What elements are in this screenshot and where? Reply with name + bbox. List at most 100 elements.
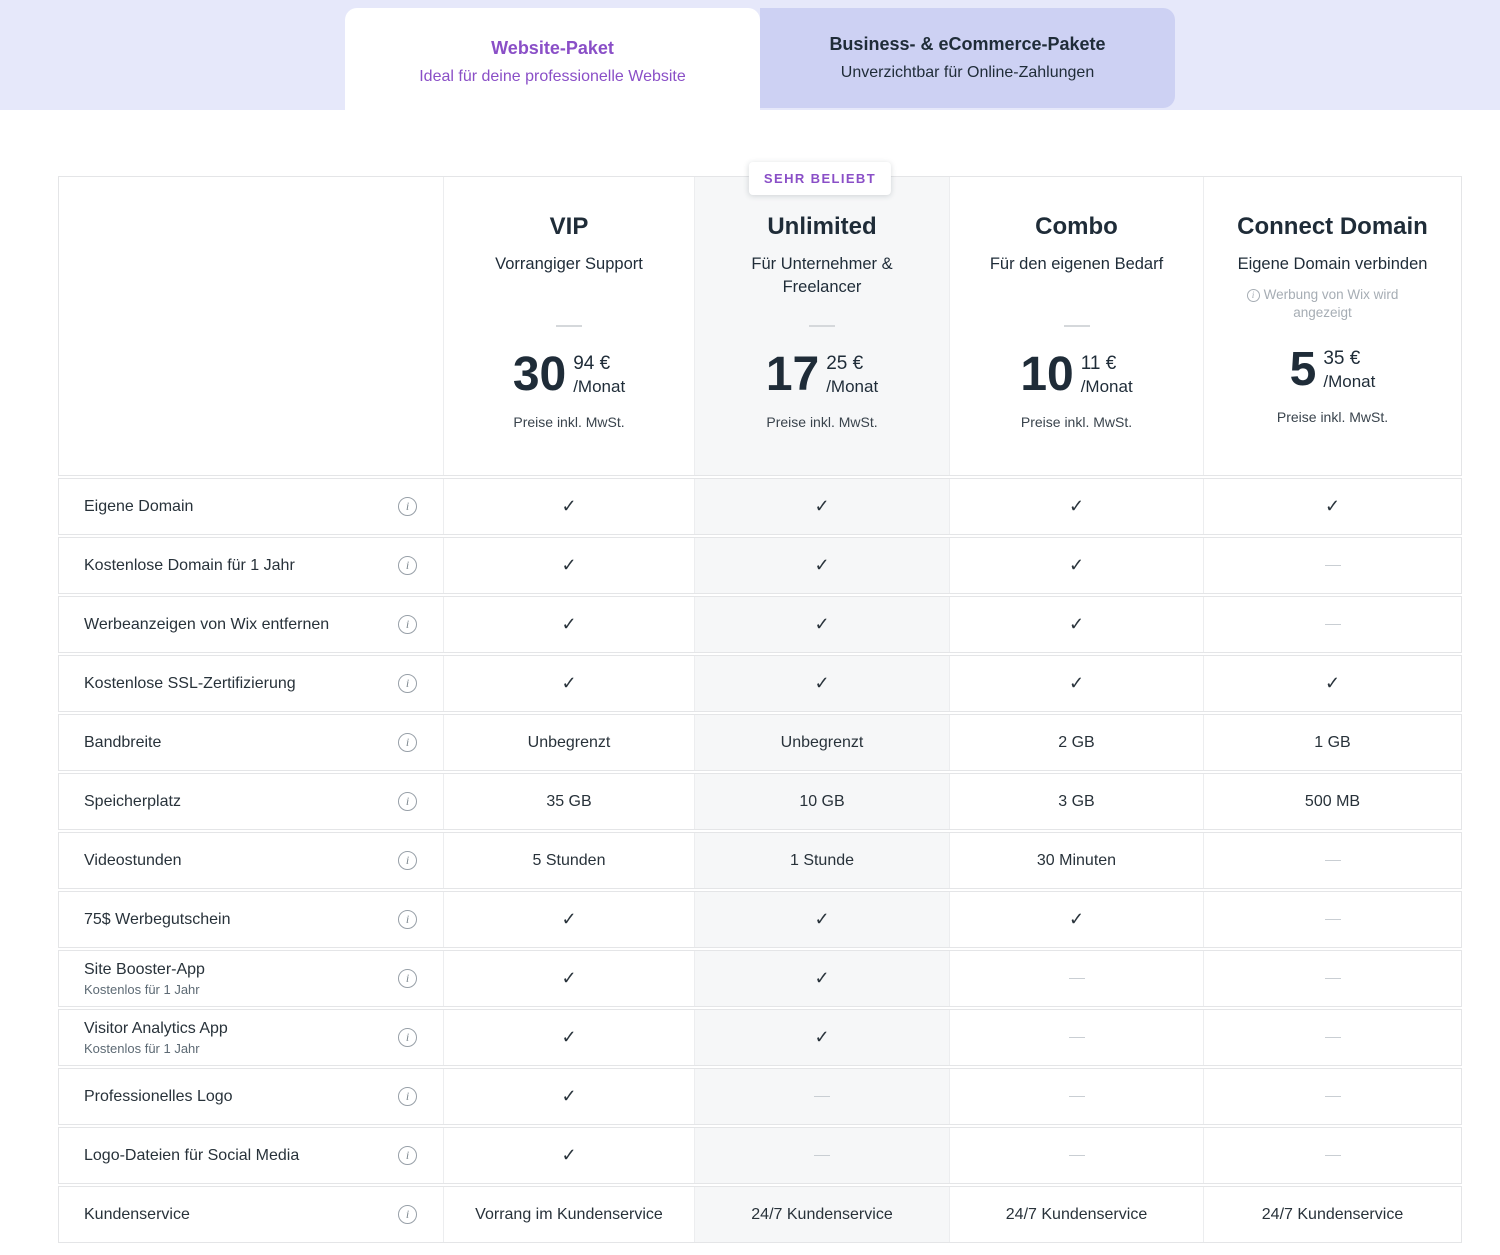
tab-title: Website-Paket	[491, 37, 614, 58]
dash-icon	[814, 1096, 830, 1097]
check-icon: ✓	[561, 673, 577, 693]
feature-value-cell: ✓	[949, 597, 1203, 652]
vat-note: Preise inkl. MwSt.	[1276, 409, 1389, 425]
price-amount: 5	[1289, 343, 1317, 396]
check-icon: ✓	[1068, 555, 1085, 575]
pricing-table: VIP Vorrangiger Support 30 94 € /Monat Preise…	[58, 176, 1462, 1243]
feature-value-cell: ✓	[694, 1010, 949, 1065]
check-icon: ✓	[1068, 496, 1085, 516]
feature-row-eigene-domain: Eigene Domain i ✓ ✓ ✓ ✓	[58, 478, 1462, 535]
feature-sublabel: Kostenlos für 1 Jahr	[84, 1040, 200, 1056]
info-icon[interactable]: i	[398, 1146, 417, 1165]
plan-header-vip: VIP Vorrangiger Support 30 94 € /Monat Preise…	[443, 177, 694, 475]
feature-label: Eigene Domain	[84, 497, 194, 515]
feature-value-text: 5 Stunden	[532, 851, 606, 869]
feature-label-cell: Eigene Domain i	[59, 479, 443, 534]
plan-subtitle: Für Unternehmer & Freelancer	[717, 253, 927, 305]
feature-label: Professionelles Logo	[84, 1087, 233, 1105]
feature-label-cell: Kostenlose Domain für 1 Jahr i	[59, 538, 443, 593]
feature-label-cell: Kundenservice i	[59, 1187, 443, 1242]
info-icon[interactable]: i	[398, 1028, 417, 1047]
popular-badge: SEHR BELIEBT	[748, 162, 892, 195]
header-divider	[556, 325, 582, 327]
feature-value-cell: ✓	[443, 892, 694, 947]
feature-value-cell: ✓	[1203, 656, 1461, 711]
plan-subtitle-text: Für Unternehmer & Freelancer	[751, 255, 893, 296]
check-icon: ✓	[814, 1027, 830, 1047]
dash-icon	[1324, 1037, 1341, 1038]
feature-value-cell: ✓	[949, 538, 1203, 593]
feature-value-cell: ✓	[949, 892, 1203, 947]
plan-subtitle-text: Eigene Domain verbinden	[1237, 255, 1428, 273]
feature-value-cell: ✓	[443, 951, 694, 1006]
price-period: /Monat	[1080, 377, 1133, 396]
dash-icon	[1324, 978, 1341, 979]
feature-row-professionelles-logo: Professionelles Logo i ✓	[58, 1068, 1462, 1125]
feature-label: Kundenservice	[84, 1205, 190, 1223]
check-icon: ✓	[1068, 909, 1085, 929]
plan-price: 5 35 € /Monat	[1289, 343, 1376, 396]
check-icon: ✓	[561, 496, 577, 516]
info-icon[interactable]: i	[398, 792, 417, 811]
check-icon: ✓	[1324, 673, 1341, 693]
check-icon: ✓	[561, 1145, 577, 1165]
dash-icon	[1068, 1096, 1085, 1097]
feature-value-cell: Unbegrenzt	[443, 715, 694, 770]
plan-price: 17 25 € /Monat	[765, 348, 878, 401]
dash-icon	[1068, 1155, 1085, 1156]
feature-value-cell: 24/7 Kundenservice	[1203, 1187, 1461, 1242]
feature-sublabel: Kostenlos für 1 Jahr	[84, 981, 200, 997]
tab-business-ecommerce[interactable]: Business- & eCommerce-Pakete Unverzichtb…	[760, 8, 1175, 108]
feature-value-cell: 30 Minuten	[949, 833, 1203, 888]
feature-label-cell: Videostunden i	[59, 833, 443, 888]
feature-value-text: 10 GB	[799, 792, 845, 810]
info-icon[interactable]: i	[398, 497, 417, 516]
check-icon: ✓	[814, 968, 830, 988]
plan-header-row: VIP Vorrangiger Support 30 94 € /Monat Preise…	[58, 176, 1462, 476]
info-icon[interactable]: i	[398, 556, 417, 575]
info-icon[interactable]: i	[398, 1087, 417, 1106]
feature-value-cell	[694, 1128, 949, 1183]
check-icon: ✓	[561, 1027, 577, 1047]
info-icon[interactable]: i	[398, 674, 417, 693]
plan-ad-note: i Werbung von Wix wird angezeigt	[1228, 286, 1418, 322]
tab-title: Business- & eCommerce-Pakete	[829, 34, 1106, 54]
feature-row-bandbreite: Bandbreite i Unbegrenzt Unbegrenzt 2 GB 1 GB	[58, 714, 1462, 771]
header-divider	[809, 325, 835, 327]
feature-label-cell: Werbeanzeigen von Wix entfernen i	[59, 597, 443, 652]
feature-label: Logo-Dateien für Social Media	[84, 1146, 300, 1164]
feature-value-text: 3 GB	[1058, 792, 1095, 810]
check-icon: ✓	[814, 614, 830, 634]
feature-value-cell	[1203, 951, 1461, 1006]
price-amount: 17	[765, 348, 820, 401]
info-icon[interactable]: i	[398, 851, 417, 870]
info-icon[interactable]: i	[398, 910, 417, 929]
feature-label: Kostenlose SSL-Zertifizierung	[84, 674, 296, 692]
feature-value-cell: ✓	[443, 597, 694, 652]
feature-value-cell: ✓	[443, 1128, 694, 1183]
feature-label: Site Booster-App	[84, 960, 205, 978]
feature-value-cell	[1203, 892, 1461, 947]
feature-value-cell	[1203, 1128, 1461, 1183]
dash-icon	[814, 1155, 830, 1156]
feature-label: Visitor Analytics App	[84, 1019, 228, 1037]
check-icon: ✓	[814, 909, 830, 929]
feature-value-text: 24/7 Kundenservice	[1261, 1205, 1404, 1223]
info-icon[interactable]: i	[398, 1205, 417, 1224]
dash-icon	[1324, 1096, 1341, 1097]
plan-header-combo: Combo Für den eigenen Bedarf 10 11 € /Monat P…	[949, 177, 1203, 475]
feature-label: Werbeanzeigen von Wix entfernen	[84, 615, 330, 633]
feature-value-cell: ✓	[1203, 479, 1461, 534]
feature-value-cell: ✓	[443, 538, 694, 593]
feature-value-cell: 1 GB	[1203, 715, 1461, 770]
info-icon[interactable]: i	[398, 969, 417, 988]
plan-header-unlimited: Unlimited Für Unternehmer & Freelancer 17 2…	[694, 177, 949, 475]
feature-value-cell	[1203, 538, 1461, 593]
info-icon[interactable]: i	[398, 733, 417, 752]
tab-website-paket[interactable]: Website-Paket Ideal für deine profession…	[345, 8, 760, 115]
feature-value-cell: ✓	[949, 479, 1203, 534]
info-icon[interactable]: i	[398, 615, 417, 634]
feature-label: Speicherplatz	[84, 792, 181, 810]
feature-value-text: 30 Minuten	[1036, 851, 1117, 869]
feature-value-cell	[949, 1128, 1203, 1183]
